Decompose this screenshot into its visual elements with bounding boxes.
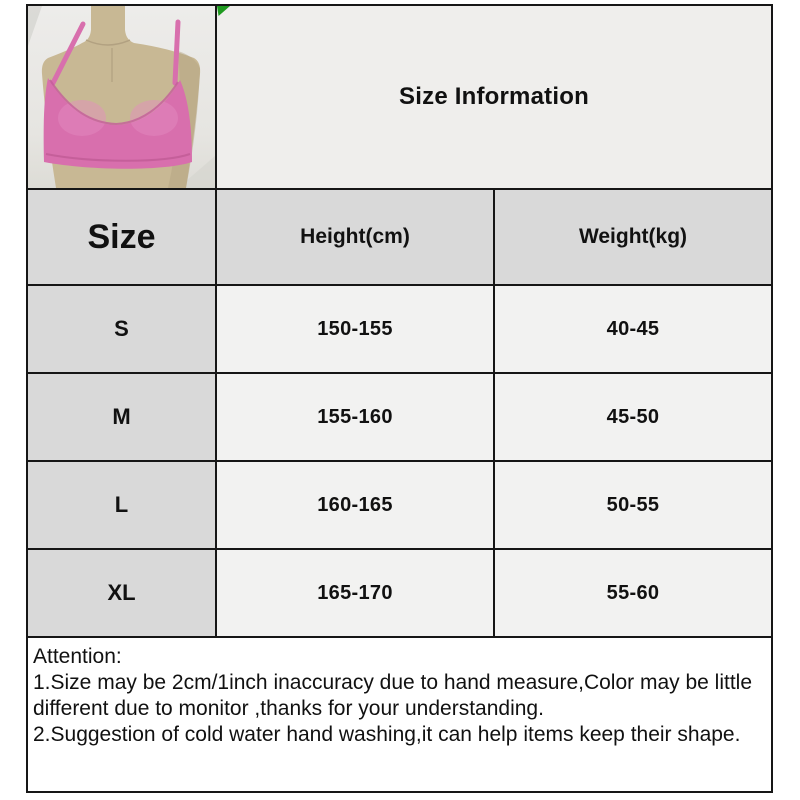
bra-shape bbox=[43, 78, 193, 169]
row-s-height-value: 150-155 bbox=[217, 286, 493, 372]
product-photo bbox=[28, 6, 215, 188]
row-s-size-label: S bbox=[28, 286, 215, 372]
row-l-height-value: 160-165 bbox=[217, 462, 493, 548]
row-xl-height-value: 165-170 bbox=[217, 550, 493, 636]
page-title: Size Information bbox=[399, 83, 589, 110]
product-photo-illustration bbox=[28, 6, 215, 188]
header-size: Size bbox=[28, 190, 215, 284]
attention-note-1: 1.Size may be 2cm/1inch inaccuracy due t… bbox=[33, 671, 753, 720]
size-information-title-cell: Size Information bbox=[217, 6, 771, 188]
green-corner-marker-icon bbox=[217, 6, 230, 16]
row-m-weight-value: 45-50 bbox=[495, 374, 771, 460]
header-height: Height(cm) bbox=[217, 190, 493, 284]
attention-note: Attention: 1.Size may be 2cm/1inch inacc… bbox=[28, 638, 771, 791]
row-l-size-label: L bbox=[28, 462, 215, 548]
row-m-size-label: M bbox=[28, 374, 215, 460]
row-s-weight-value: 40-45 bbox=[495, 286, 771, 372]
attention-note-2: 2.Suggestion of cold water hand washing,… bbox=[33, 723, 741, 746]
row-l-weight-value: 50-55 bbox=[495, 462, 771, 548]
row-m-height-value: 155-160 bbox=[217, 374, 493, 460]
header-weight: Weight(kg) bbox=[495, 190, 771, 284]
attention-heading: Attention: bbox=[33, 645, 122, 668]
row-xl-size-label: XL bbox=[28, 550, 215, 636]
row-xl-weight-value: 55-60 bbox=[495, 550, 771, 636]
size-chart-sheet: Size Information Size Height(cm) Weight(… bbox=[26, 4, 773, 793]
